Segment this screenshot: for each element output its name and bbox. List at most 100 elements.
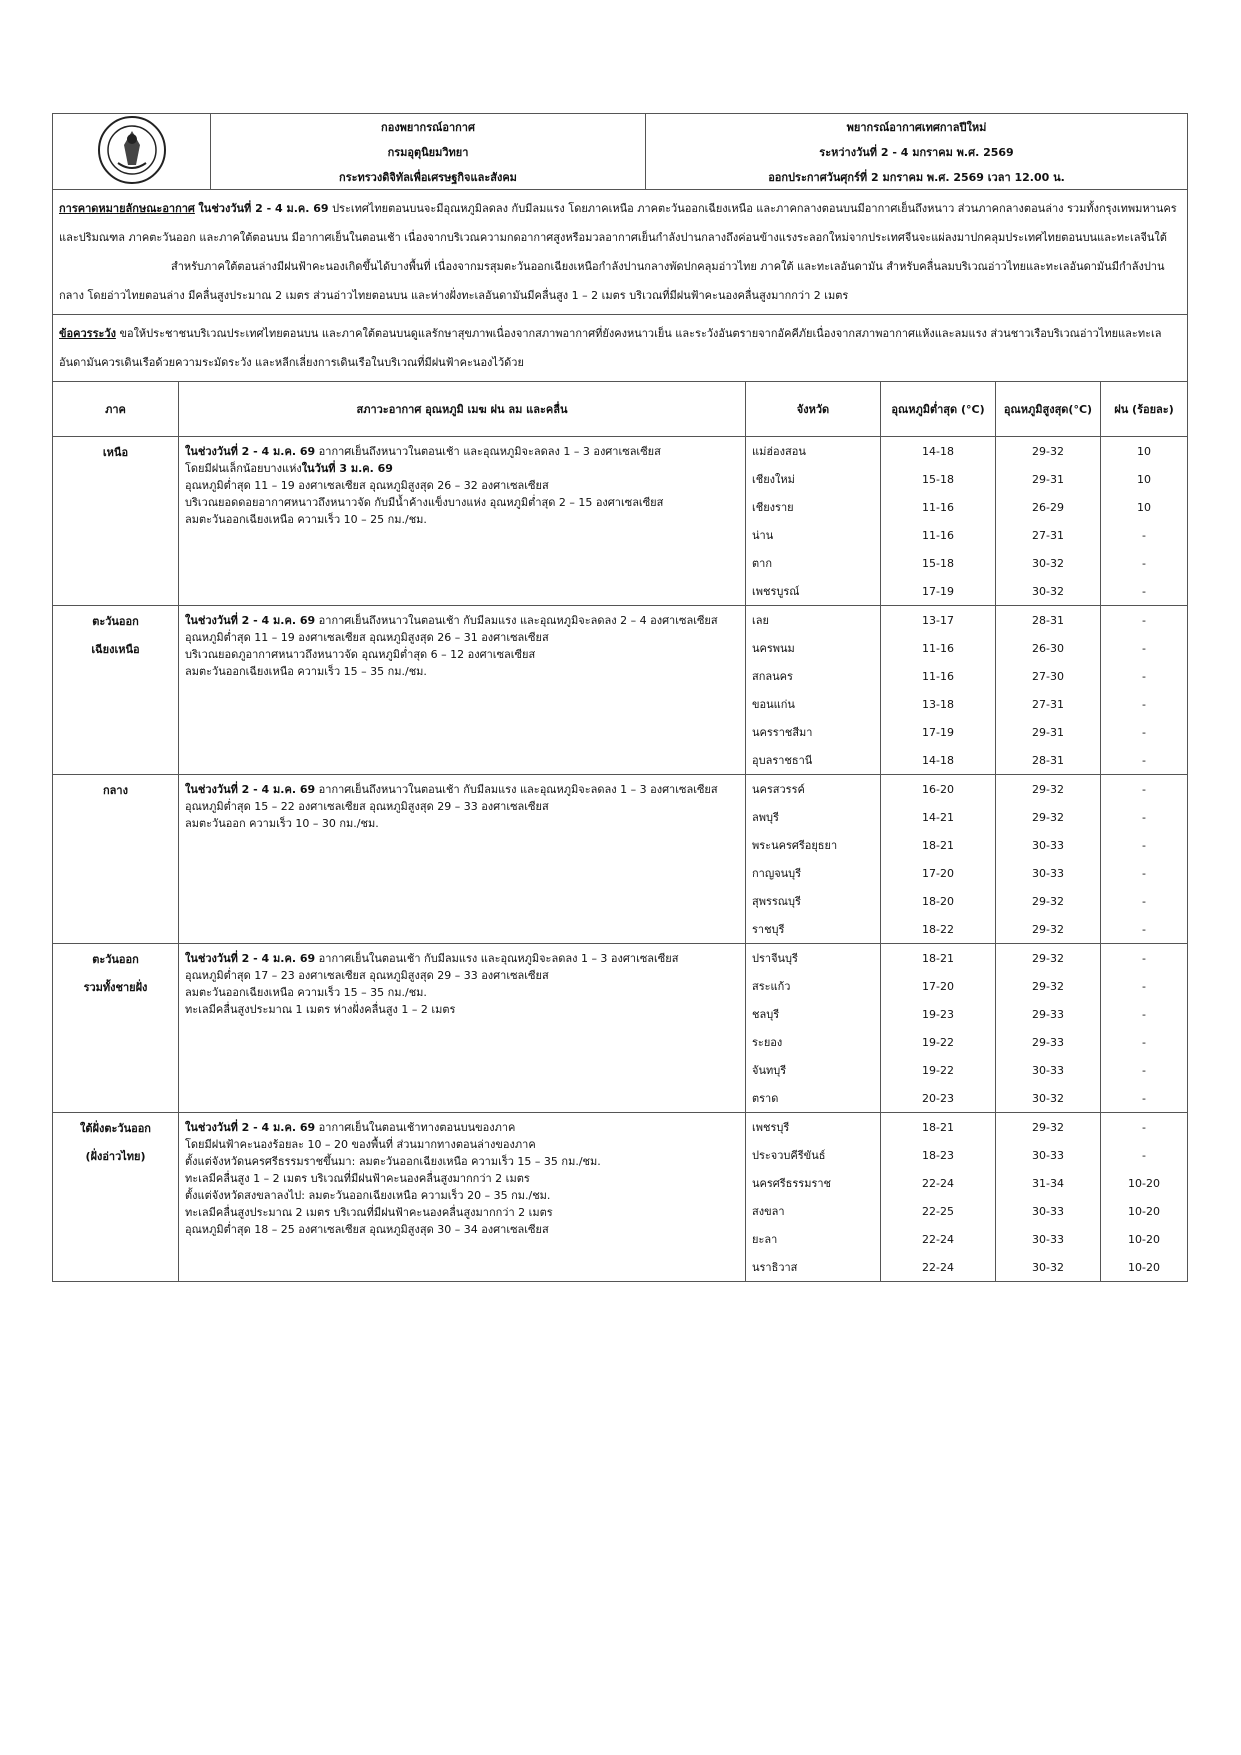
row: ขอนแก่น 13-18 27-31- — [53, 690, 1188, 718]
line-text: อุณหภูมิต่ำสุด 18 – 25 องศาเซลเซียส อุณห… — [185, 1223, 549, 1236]
segment: โดยมีฝนเล็กน้อยบางแห่ง — [185, 462, 302, 475]
region-name: เฉียงเหนือ — [91, 643, 140, 656]
province: นราธิวาส — [745, 1253, 881, 1282]
row: อุบลราชธานี 14-18 28-31- — [53, 746, 1188, 775]
value: 19-23 — [880, 1000, 996, 1028]
value: 17-20 — [880, 972, 996, 1000]
row: เชียงใหม่ 15-18 29-31 10 — [53, 465, 1188, 493]
province: ปราจีนบุรี — [745, 943, 881, 972]
region-name: ใต้ฝั่งตะวันออก — [80, 1122, 151, 1135]
value: - — [1100, 803, 1188, 831]
province: นครราชสีมา — [745, 718, 881, 746]
condition-line: บริเวณยอดภูอากาศหนาวถึงหนาวจัด อุณหภูมิต… — [185, 646, 739, 663]
line-text: อุณหภูมิต่ำสุด 17 – 23 องศาเซลเซียส อุณห… — [185, 969, 549, 982]
dept: กองพยากรณ์อากาศ — [210, 113, 646, 139]
value: 18-21 — [880, 943, 996, 972]
region-name: กลาง — [103, 784, 128, 797]
value: 30-33 — [995, 831, 1101, 859]
line-text: ลมตะวันออกเฉียงเหนือ ความเร็ว 15 – 35 กม… — [185, 665, 427, 678]
conditions: ในช่วงวันที่ 2 - 4 ม.ค. 69 อากาศเย็นถึงห… — [178, 436, 746, 606]
value: - — [1100, 887, 1188, 915]
row: นครพนม 11-16 26-30- — [53, 634, 1188, 662]
value: 15-18 — [880, 549, 996, 577]
line-text: ทะเลมีคลื่นสูงประมาณ 1 เมตร ห่างฝั่งคลื่… — [185, 1003, 456, 1016]
condition-line: ในช่วงวันที่ 2 - 4 ม.ค. 69 อากาศเย็นถึงห… — [185, 781, 739, 798]
row: สุพรรณบุรี 18-20 29-32- — [53, 887, 1188, 915]
row: ระยอง 19-22 29-33- — [53, 1028, 1188, 1056]
header: กองพยากรณ์อากาศ พยากรณ์อากาศเทศกาลปีใหม่ … — [52, 113, 1188, 190]
column-header: สภาวะอากาศ อุณหภูมิ เมฆ ฝน ลม และคลื่น — [178, 382, 746, 437]
condition-line: อุณหภูมิต่ำสุด 18 – 25 องศาเซลเซียส อุณห… — [185, 1221, 739, 1238]
province: สกลนคร — [745, 662, 881, 690]
value: 29-32 — [995, 915, 1101, 944]
row: ลพบุรี 14-21 29-32- — [53, 803, 1188, 831]
row: จันทบุรี 19-22 30-33- — [53, 1056, 1188, 1084]
line-text: บริเวณยอดดอยอากาศหนาวถึงหนาวจัด กับมีน้ำ… — [185, 496, 664, 509]
province: พระนครศรีอยุธยา — [745, 831, 881, 859]
value: 28-31 — [995, 605, 1101, 634]
value: 18-22 — [880, 915, 996, 944]
value: 20-23 — [880, 1084, 996, 1113]
value: 22-24 — [880, 1225, 996, 1253]
logo-cell — [52, 113, 211, 190]
line-text: อากาศเย็นถึงหนาวในตอนเช้า กับมีลมแรง และ… — [318, 783, 718, 796]
line-text: อากาศเย็นถึงหนาวในตอนเช้า และอุณหภูมิจะล… — [318, 445, 661, 458]
condition-line: ทะเลมีคลื่นสูงประมาณ 2 เมตร บริเวณที่มีฝ… — [185, 1204, 739, 1221]
line-text: อากาศเย็นถึงหนาวในตอนเช้า กับมีลมแรง และ… — [318, 614, 718, 627]
value: 11-16 — [880, 521, 996, 549]
row: เชียงราย 11-16 26-29 10 — [53, 493, 1188, 521]
row: กลาง ในช่วงวันที่ 2 - 4 ม.ค. 69 อากาศเย็น… — [52, 774, 1188, 944]
condition-line: โดยมีฝนฟ้าคะนองร้อยละ 10 – 20 ของพื้นที่… — [185, 1136, 739, 1153]
row: นครราชสีมา 17-19 29-31- — [53, 718, 1188, 746]
value: 30-33 — [995, 1197, 1101, 1225]
region: ตะวันออก เฉียงเหนือ — [52, 605, 179, 775]
dept: กรมอุตุนิยมวิทยา — [210, 139, 646, 164]
value: 18-23 — [880, 1141, 996, 1169]
value: 15-18 — [880, 465, 996, 493]
value: 29-32 — [995, 774, 1101, 803]
value: 29-31 — [995, 465, 1101, 493]
condition-line: ตั้งแต่จังหวัดนครศรีธรรมราชขึ้นมา: ลมตะว… — [185, 1153, 739, 1170]
row: ตราด 20-23 30-32- — [53, 1084, 1188, 1113]
row: ประจวบคีรีขันธ์ 18-23 30-33- — [53, 1141, 1188, 1169]
column-header: อุณหภูมิต่ำสุด (°C) — [880, 382, 996, 437]
value: 27-31 — [995, 521, 1101, 549]
conditions: ในช่วงวันที่ 2 - 4 ม.ค. 69 อากาศเย็นในตอ… — [178, 943, 746, 1113]
row: สงขลา 22-25 30-33 10-20 — [53, 1197, 1188, 1225]
region-name: เหนือ — [102, 446, 129, 459]
value: 17-19 — [880, 718, 996, 746]
condition-line: ในช่วงวันที่ 2 - 4 ม.ค. 69 อากาศเย็นในตอ… — [185, 950, 739, 967]
value: 30-32 — [995, 1253, 1101, 1282]
region-name: ตะวันออก — [92, 953, 139, 966]
value: 14-18 — [880, 436, 996, 465]
warning-text: ขอให้ประชาชนบริเวณประเทศไทยตอนบน และภาคใ… — [59, 327, 1162, 369]
condition-line: อุณหภูมิต่ำสุด 17 – 23 องศาเซลเซียส อุณห… — [185, 967, 739, 984]
value: 30-32 — [995, 1084, 1101, 1113]
province: ประจวบคีรีขันธ์ — [745, 1141, 881, 1169]
row: ราชบุรี 18-22 29-32- — [53, 915, 1188, 944]
conditions: ในช่วงวันที่ 2 - 4 ม.ค. 69 อากาศเย็นถึงห… — [178, 605, 746, 775]
province: น่าน — [745, 521, 881, 549]
province: เชียงราย — [745, 493, 881, 521]
condition-line: ลมตะวันออกเฉียงเหนือ ความเร็ว 15 – 35 กม… — [185, 663, 739, 680]
region: เหนือ — [52, 436, 179, 606]
province: เชียงใหม่ — [745, 465, 881, 493]
line-text: อุณหภูมิต่ำสุด 11 – 19 องศาเซลเซียส อุณห… — [185, 631, 549, 644]
province: สงขลา — [745, 1197, 881, 1225]
value: 14-21 — [880, 803, 996, 831]
value: - — [1100, 972, 1188, 1000]
value: 22-24 — [880, 1253, 996, 1282]
value: - — [1100, 690, 1188, 718]
value: 13-18 — [880, 690, 996, 718]
province: สระแก้ว — [745, 972, 881, 1000]
value: 28-31 — [995, 746, 1101, 775]
segment: ในวันที่ 3 ม.ค. 69 — [301, 462, 393, 475]
row: ตาก 15-18 30-32- — [53, 549, 1188, 577]
province: ราชบุรี — [745, 915, 881, 944]
column-header: ภาค — [52, 382, 179, 437]
region: ตะวันออก รวมทั้งชายฝั่ง — [52, 943, 179, 1113]
line-text: โดยมีฝนฟ้าคะนองร้อยละ 10 – 20 ของพื้นที่… — [185, 1138, 536, 1151]
value: 17-19 — [880, 577, 996, 606]
line-text: ลมตะวันออกเฉียงเหนือ ความเร็ว 15 – 35 กม… — [185, 986, 427, 999]
period: ในช่วงวันที่ 2 - 4 ม.ค. 69 — [185, 783, 316, 796]
